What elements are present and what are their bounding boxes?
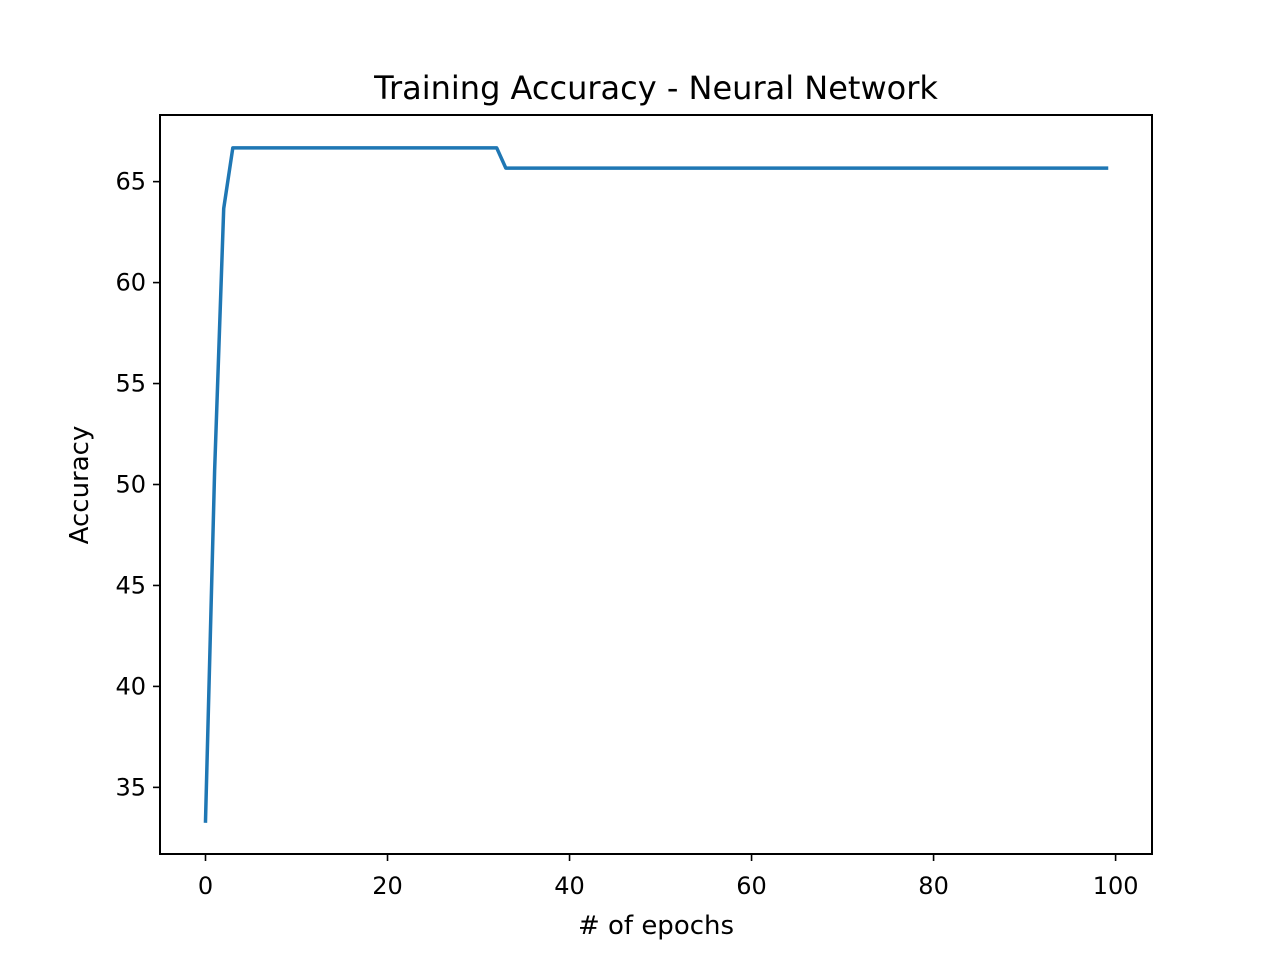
plot-frame [159,114,1153,855]
x-tick-label: 20 [372,872,403,900]
x-axis-label: # of epochs [578,911,734,941]
y-tick-label: 50 [115,471,146,499]
y-axis-label: Accuracy [65,426,95,545]
x-tick-label: 60 [736,872,767,900]
chart-title: Training Accuracy - Neural Network [373,69,938,107]
y-tick-label: 55 [115,370,146,398]
x-tick-label: 0 [198,872,213,900]
x-tick-label: 40 [554,872,585,900]
y-axis-ticks: 35 40 45 50 55 60 65 [115,168,160,801]
y-tick-label: 45 [115,571,146,599]
series-line [203,146,1109,823]
y-tick-label: 40 [115,672,146,700]
x-axis-ticks: 0 20 40 60 80 100 [198,854,1139,900]
x-tick-label: 100 [1093,872,1139,900]
y-tick-label: 60 [115,269,146,297]
y-tick-label: 65 [115,168,146,196]
x-tick-label: 80 [918,872,949,900]
y-tick-label: 35 [115,773,146,801]
series-group [203,146,1109,823]
